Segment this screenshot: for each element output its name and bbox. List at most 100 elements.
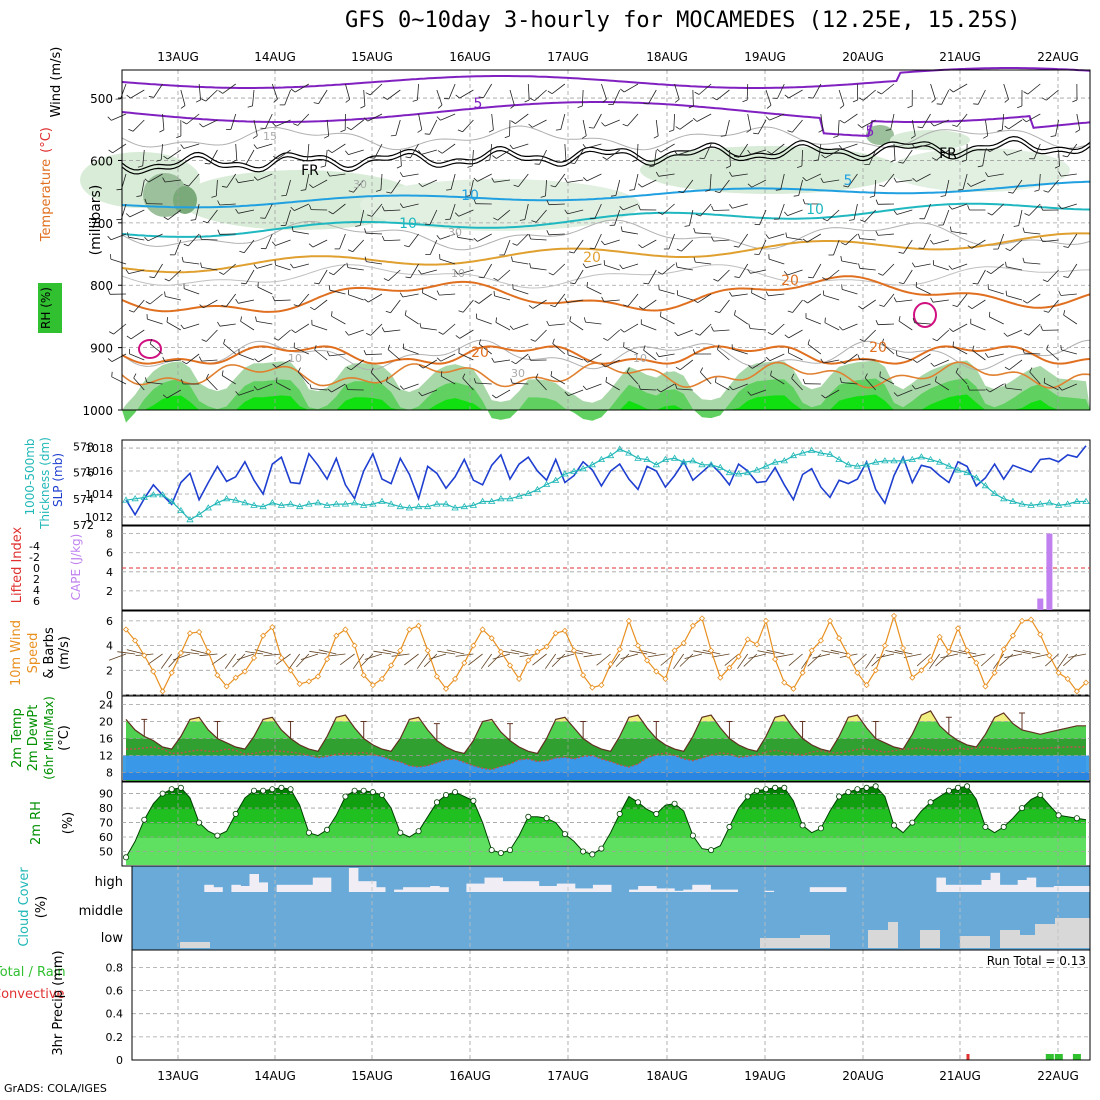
wind-barb [166,321,182,331]
rh-point [324,826,331,833]
wind-barb [516,233,529,246]
wind-barb [788,329,803,339]
thickness-point [771,458,779,465]
precip-total-bar [1054,1054,1063,1060]
cloud-high-bar [574,888,585,892]
wind-barb-flag [473,198,477,204]
wind-barb [586,173,602,182]
wind-barb [477,233,492,242]
wind-barb-10m [288,653,301,669]
wind-barb-flag [791,373,795,379]
wind-barb-flag [875,199,879,205]
rh-point [287,786,294,793]
thickness-point [945,462,953,469]
wind-barb [329,353,346,357]
wind-barb-flag [893,392,898,397]
wind-barb-flag [455,335,461,339]
upper-panel: 55510101015202020303010103010FRFR2050060… [38,67,1091,423]
cloud-high-bar [1071,886,1082,892]
wind-barb-10m [309,650,328,655]
wind-speed-point [744,636,751,643]
wind-speed-point [1018,617,1026,624]
wind-barb [769,113,785,121]
rh-point [772,784,779,791]
thickness-point [606,451,615,459]
wind-barb [1055,119,1059,136]
wind-barb-flag [144,178,149,183]
wind-barb-flag [710,326,714,332]
wind-barb-10m [263,653,282,657]
wind-barb-flag [383,278,389,282]
rh-point [442,792,449,799]
wind-barb-flag [478,96,484,99]
date-label-top: 17AUG [547,50,589,64]
wind-barb-flag [930,362,935,367]
wind-barb [658,173,675,177]
thickness-point [753,466,761,473]
cloud-low-bar [1055,918,1090,948]
wind-barb-flag [478,339,481,345]
wind-barb-flag [346,366,352,371]
wind-barb-flag [582,144,587,149]
wind-barb [240,320,255,331]
wind-barb [606,149,620,160]
wind-barb-flag [273,155,278,160]
wind-barb [792,299,803,313]
wind-speed-point [881,642,888,649]
wind-barb [475,382,492,385]
wind-speed-point [342,626,349,633]
cloud-high-bar [249,874,259,892]
wind-barb [653,149,657,166]
wind-barb [696,113,712,122]
wind-speed-point [132,637,139,644]
wind-barb [503,239,511,256]
thickness-point [561,470,569,477]
wind-barb-flag [107,235,112,241]
wind-barb [555,173,566,188]
cloud-level-label: high [95,875,123,890]
wind-barb-flag [765,291,769,296]
cloud-axis-unit: (%) [34,896,49,919]
wind-barb-flag [221,370,224,376]
wind-barb-flag [948,205,953,210]
thickness-point [862,461,871,468]
wind-barb [509,89,515,106]
wind-barb [223,343,236,355]
cloud-high-bar [665,888,675,892]
wind-barb [777,83,785,99]
wind-barb [371,203,383,217]
wind-barb-flag [564,177,568,183]
wind-barb-flag [128,310,134,313]
wind-barb [768,258,785,265]
cloud-high-bar [367,881,377,892]
wind-barb-flag [126,335,132,340]
wind-barb-flag [217,321,221,327]
wind-barb-10m [711,653,730,658]
wind-barb-flag [676,248,682,252]
wind-barb-flag [462,373,466,379]
cloud-high-bar [348,868,359,892]
wind-barb [483,263,493,279]
wind-barb-10m [821,650,840,655]
wind-barb [695,261,712,265]
rh-point [1055,812,1062,819]
wind-barb [388,269,401,281]
precip-tick-label: 0.2 [106,1031,124,1044]
wind-barb-flag [898,161,904,164]
wind-barb [1061,349,1077,355]
wind-barb [285,209,291,226]
thickness-point [762,462,770,469]
wind-barb-flag [620,328,625,333]
thickness-point [835,455,843,462]
wind-barb [149,293,163,305]
wind-barb [238,209,255,214]
wind-barb [387,89,401,100]
wind-barb-flag [620,88,625,93]
wind-barb-flag [438,331,444,335]
wind-barb [307,143,310,160]
wind-barb [738,233,749,248]
rh-contour [121,125,1091,151]
wind-barb [402,203,419,208]
wind-barb-flag [546,230,550,235]
wind-barb-flag [869,195,875,198]
